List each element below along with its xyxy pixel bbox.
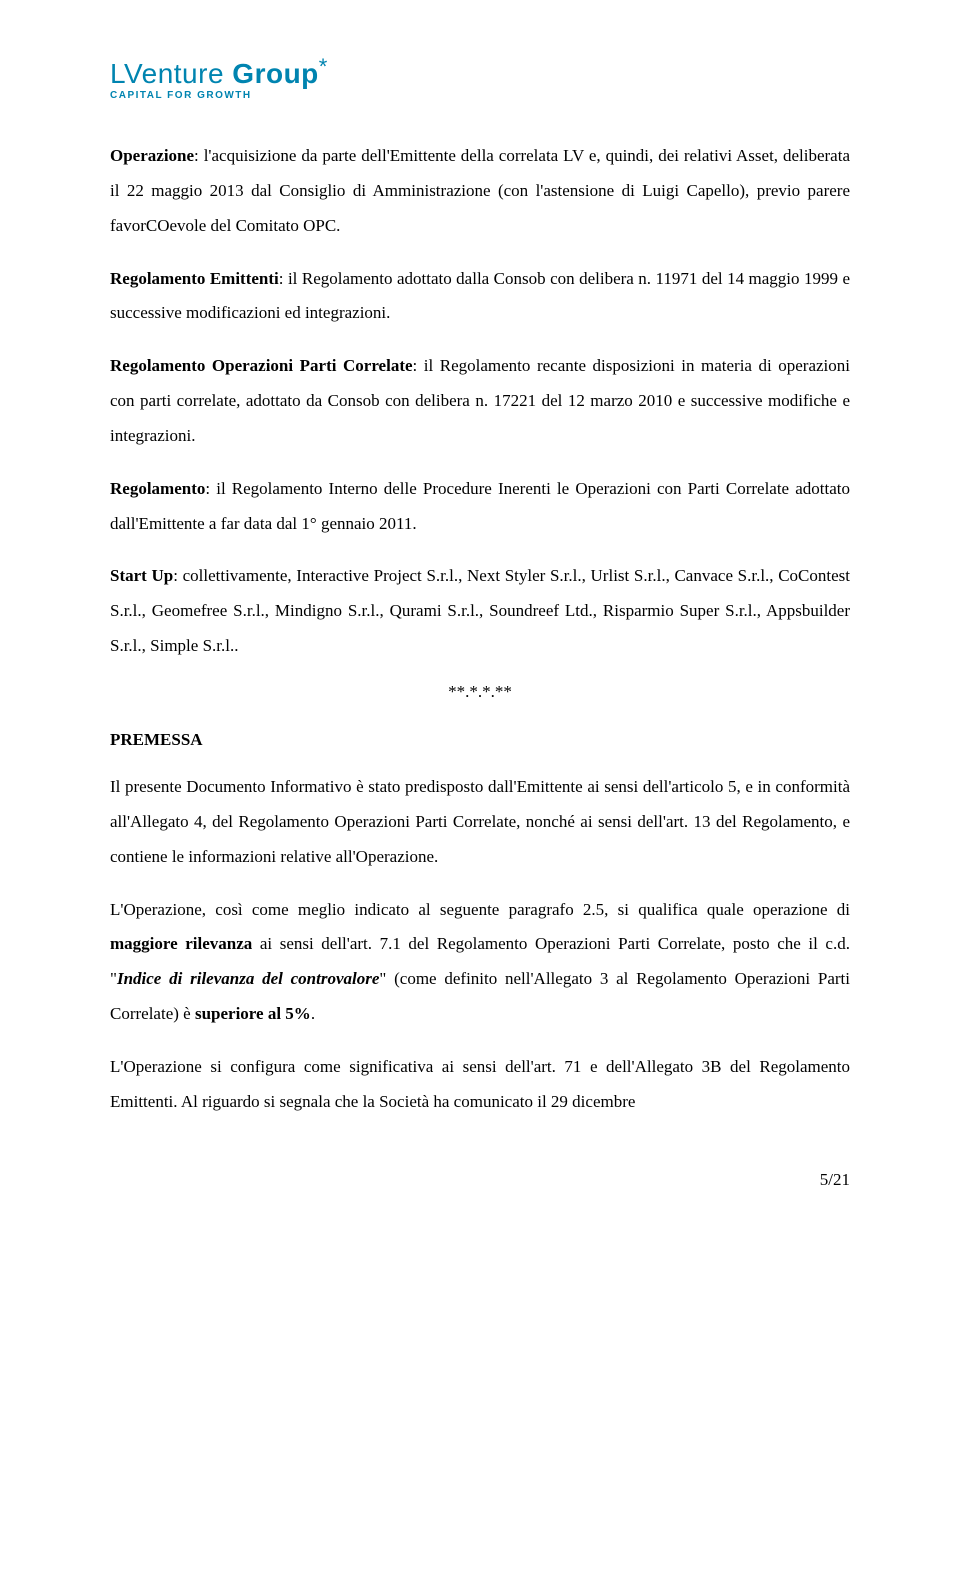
para-regolamento: Regolamento: il Regolamento Interno dell… xyxy=(110,472,850,542)
para-premessa-2: L'Operazione, così come meglio indicato … xyxy=(110,893,850,1032)
text: : l'acquisizione da parte dell'Emittente… xyxy=(110,146,850,235)
text: L'Operazione, così come meglio indicato … xyxy=(110,900,850,919)
heading-premessa: PREMESSA xyxy=(110,730,850,750)
bold-text: superiore al 5% xyxy=(195,1004,311,1023)
separator-stars: **.*.*.** xyxy=(110,682,850,702)
para-premessa-3: L'Operazione si configura come significa… xyxy=(110,1050,850,1120)
logo-bold: Group xyxy=(232,58,319,89)
para-operazione: Operazione: l'acquisizione da parte dell… xyxy=(110,139,850,244)
para-start-up: Start Up: collettivamente, Interactive P… xyxy=(110,559,850,664)
para-premessa-1: Il presente Documento Informativo è stat… xyxy=(110,770,850,875)
text: : collettivamente, Interactive Project S… xyxy=(110,566,850,655)
term-regolamento: Regolamento xyxy=(110,479,205,498)
logo: LVenture Group* CAPITAL FOR GROWTH xyxy=(110,60,850,101)
term-start-up: Start Up xyxy=(110,566,173,585)
bold-italic-text: Indice di rilevanza del controvalore xyxy=(117,969,379,988)
text: . xyxy=(311,1004,315,1023)
logo-star-icon: * xyxy=(319,54,328,79)
term-operazione: Operazione xyxy=(110,146,194,165)
logo-prefix: LVenture xyxy=(110,58,232,89)
document-page: LVenture Group* CAPITAL FOR GROWTH Opera… xyxy=(0,0,960,1240)
text: : il Regolamento Interno delle Procedure… xyxy=(110,479,850,533)
logo-main: LVenture Group* xyxy=(110,60,850,88)
para-regolamento-parti-correlate: Regolamento Operazioni Parti Correlate: … xyxy=(110,349,850,454)
logo-sub: CAPITAL FOR GROWTH xyxy=(110,90,850,101)
bold-text: maggiore rilevanza xyxy=(110,934,252,953)
page-number: 5/21 xyxy=(110,1170,850,1190)
para-regolamento-emittenti: Regolamento Emittenti: il Regolamento ad… xyxy=(110,262,850,332)
term-regolamento-emittenti: Regolamento Emittenti xyxy=(110,269,279,288)
term-regolamento-opc: Regolamento Operazioni Parti Correlate xyxy=(110,356,413,375)
